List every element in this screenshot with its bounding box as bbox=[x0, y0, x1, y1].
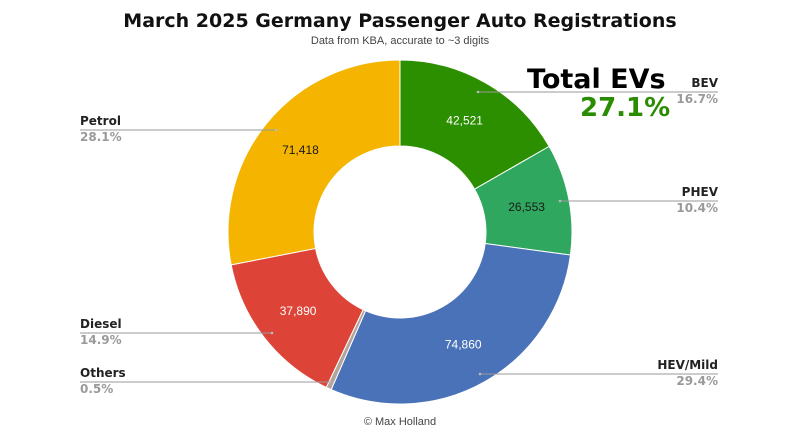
leader-dot-bev bbox=[476, 90, 480, 94]
category-labels: BEV 16.7% PHEV 10.4% HEV/Mild 29.4% Others 0.5%… bbox=[80, 76, 719, 396]
donut-slices bbox=[227, 59, 573, 405]
total-evs-label: Total EVs bbox=[527, 64, 666, 95]
category-label-bev: BEV bbox=[691, 76, 718, 90]
slice-value-petrol: 71,418 bbox=[282, 143, 319, 157]
percent-label-diesel: 14.9% bbox=[80, 333, 122, 347]
slice-value-labels: 42,521 26,553 74,860 37,890 71,418 bbox=[280, 113, 546, 351]
slice-value-diesel: 37,890 bbox=[280, 304, 317, 318]
slice-value-hev-mild: 74,860 bbox=[445, 337, 482, 351]
leader-dot-petrol bbox=[274, 128, 278, 132]
percent-label-bev: 16.7% bbox=[676, 92, 718, 106]
chart-title: March 2025 Germany Passenger Auto Regist… bbox=[123, 10, 676, 32]
credit-text: © Max Holland bbox=[364, 416, 436, 428]
leader-dot-hev-mild bbox=[478, 372, 482, 376]
category-label-petrol: Petrol bbox=[80, 114, 121, 128]
percent-label-others: 0.5% bbox=[80, 382, 113, 396]
percent-label-hev-mild: 29.4% bbox=[676, 374, 718, 388]
total-evs-value: 27.1% bbox=[580, 93, 670, 123]
chart-subtitle: Data from KBA, accurate to ~3 digits bbox=[311, 35, 490, 47]
slice-value-bev: 42,521 bbox=[446, 113, 483, 127]
slice-value-phev: 26,553 bbox=[508, 200, 545, 214]
leader-dot-phev bbox=[558, 199, 562, 203]
leader-dot-diesel bbox=[270, 331, 274, 335]
percent-label-petrol: 28.1% bbox=[80, 130, 122, 144]
category-label-hev-mild: HEV/Mild bbox=[657, 358, 718, 372]
category-label-others: Others bbox=[80, 366, 126, 380]
percent-label-phev: 10.4% bbox=[676, 201, 718, 215]
slice-bev bbox=[399, 59, 550, 190]
category-label-diesel: Diesel bbox=[80, 317, 122, 331]
category-label-phev: PHEV bbox=[682, 185, 719, 199]
slice-petrol bbox=[227, 59, 401, 266]
slice-hev-mild bbox=[330, 242, 572, 405]
leader-dot-others bbox=[328, 380, 332, 384]
